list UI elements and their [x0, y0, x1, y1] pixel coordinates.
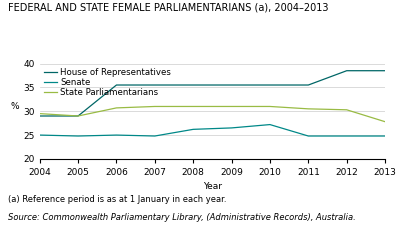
Text: Source: Commonwealth Parliamentary Library, (Administrative Records), Australia.: Source: Commonwealth Parliamentary Libra…	[8, 213, 356, 222]
Text: FEDERAL AND STATE FEMALE PARLIAMENTARIANS (a), 2004–2013: FEDERAL AND STATE FEMALE PARLIAMENTARIAN…	[8, 2, 328, 12]
Text: (a) Reference period is as at 1 January in each year.: (a) Reference period is as at 1 January …	[8, 195, 226, 204]
Legend: House of Representatives, Senate, State Parliamentarians: House of Representatives, Senate, State …	[44, 68, 171, 97]
Y-axis label: %: %	[11, 102, 19, 111]
X-axis label: Year: Year	[203, 183, 222, 192]
